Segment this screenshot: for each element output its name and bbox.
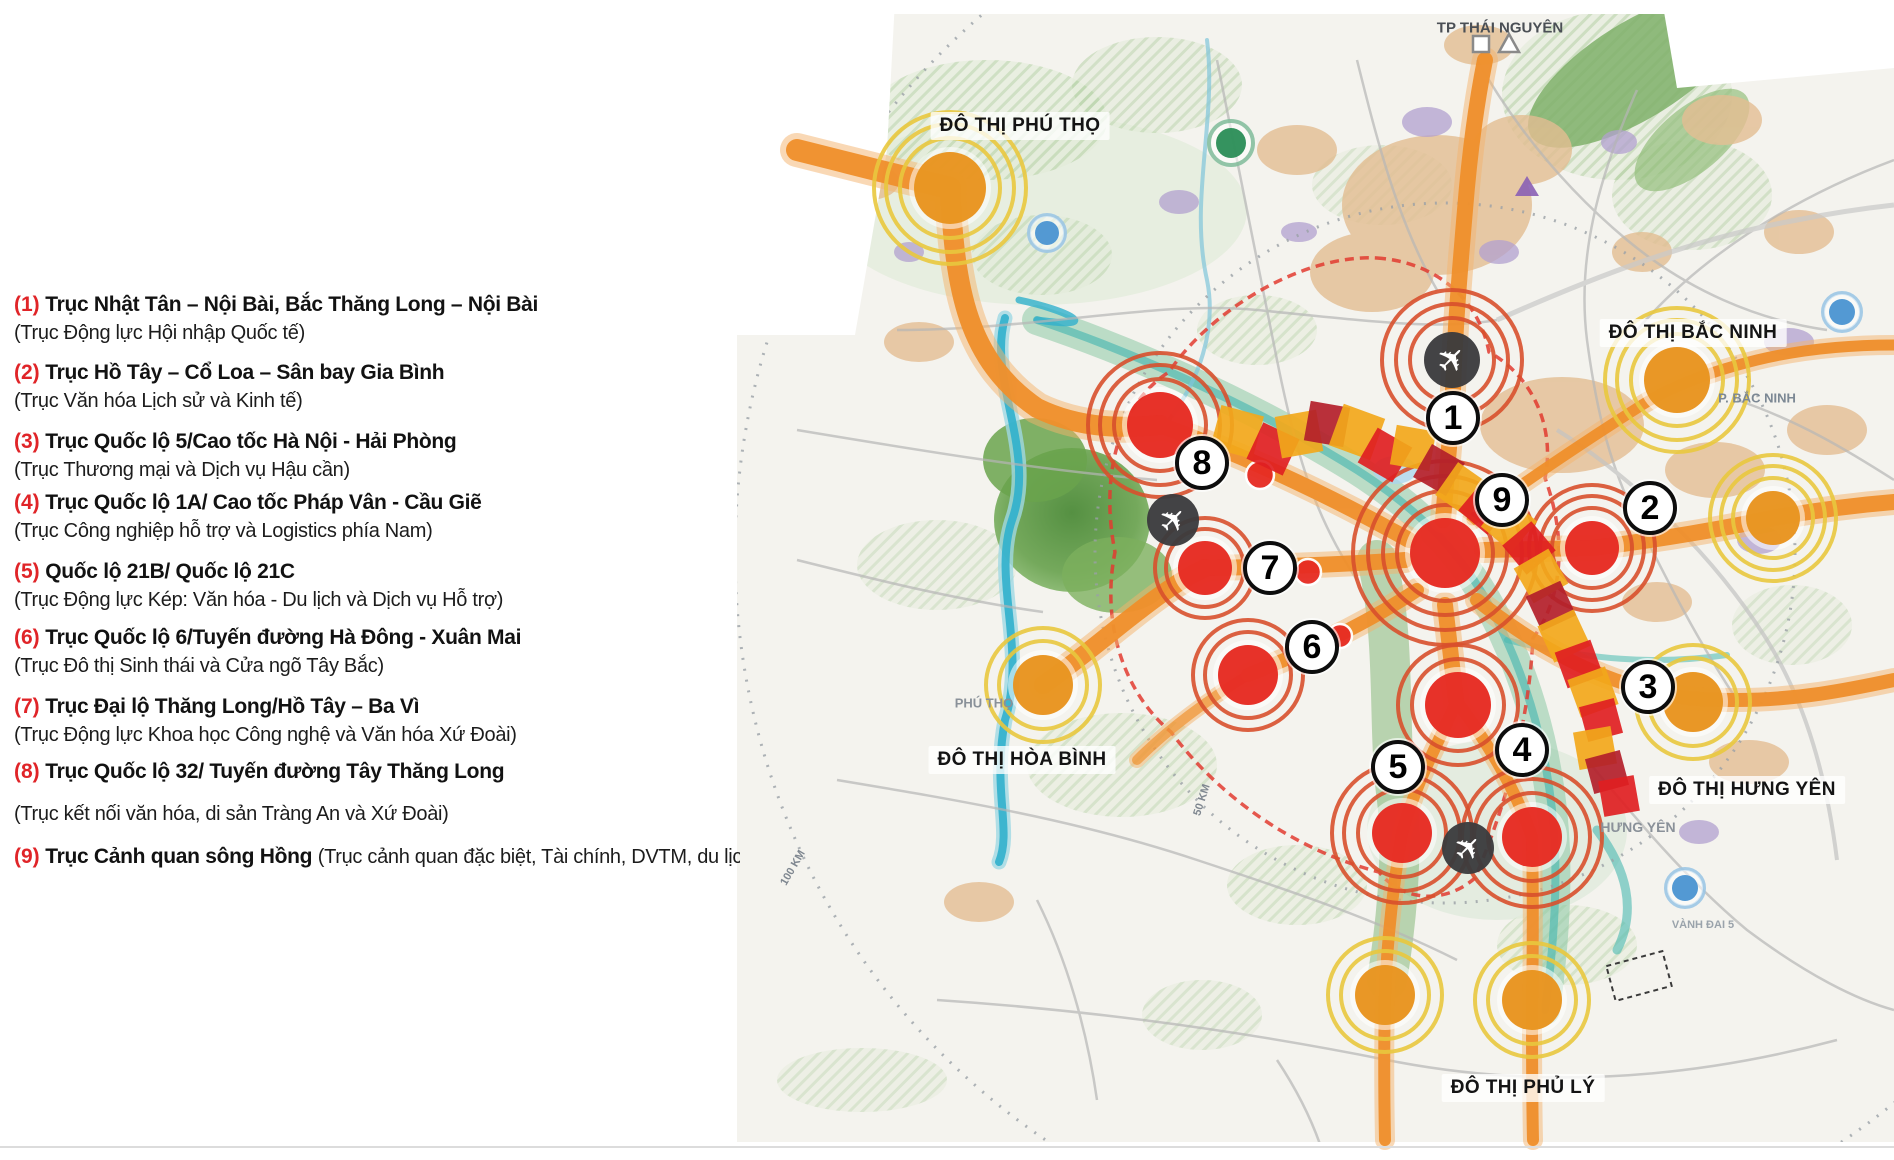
- legend-item-number: (7): [14, 695, 40, 718]
- blue-node: [1664, 867, 1706, 909]
- legend-item-subtitle: (Trục Động lực Kép: Văn hóa - Du lịch và…: [14, 589, 504, 611]
- bottom-rule: [0, 1146, 1894, 1148]
- legend-item-2: (2) Trục Hồ Tây – Cổ Loa – Sân bay Gia B…: [14, 359, 445, 414]
- legend-item-title: Trục Đại lộ Thăng Long/Hồ Tây – Ba Vì: [39, 695, 420, 718]
- legend-item-subtitle: (Trục Động lực Khoa học Công nghệ và Văn…: [14, 724, 517, 746]
- map-canvas: ✈✈✈: [737, 0, 1894, 1160]
- legend-item-1: (1) Trục Nhật Tân – Nội Bài, Bắc Thăng L…: [14, 291, 538, 346]
- orange-node: [1473, 941, 1591, 1059]
- legend-item-number: (3): [14, 430, 40, 453]
- legend-item-title: Trục Quốc lộ 6/Tuyến đường Hà Đông - Xuâ…: [39, 626, 522, 649]
- legend-item-number: (9): [14, 845, 40, 868]
- rivers: [991, 38, 1730, 955]
- legend-item-number: (8): [14, 760, 40, 783]
- legend-item-subtitle: (Trục kết nối văn hóa, di sản Tràng An v…: [14, 803, 449, 825]
- legend-item-title: Trục Quốc lộ 5/Cao tốc Hà Nội - Hải Phòn…: [39, 430, 457, 453]
- orange-node: [1634, 643, 1752, 761]
- legend-item-title: Trục Hồ Tây – Cổ Loa – Sân bay Gia Bình: [39, 361, 445, 384]
- legend-item-title: Trục Nhật Tân – Nội Bài, Bắc Thăng Long …: [39, 293, 539, 316]
- green-node: [1207, 119, 1255, 167]
- legend-item-subtitle: (Trục Động lực Hội nhập Quốc tế): [14, 322, 305, 344]
- legend-item-9: (9) Trục Cảnh quan sông Hồng (Trục cảnh …: [14, 843, 740, 872]
- legend-item-number: (2): [14, 361, 40, 384]
- map-icons: [1471, 31, 1673, 1003]
- legend-item-title: Quốc lộ 21B/ Quốc lộ 21C: [39, 560, 295, 583]
- dot-node: [1244, 459, 1276, 491]
- dot-node: [1293, 557, 1323, 587]
- red-node: [1396, 643, 1520, 767]
- legend-item-7: (7) Trục Đại lộ Thăng Long/Hồ Tây – Ba V…: [14, 693, 517, 748]
- legend-item-5: (5) Quốc lộ 21B/ Quốc lộ 21C (Trục Động …: [14, 558, 503, 613]
- legend-item-subtitle: (Trục Công nghiệp hỗ trợ và Logistics ph…: [14, 520, 433, 542]
- blue-node: [1027, 213, 1067, 253]
- orange-node: [984, 626, 1102, 744]
- legend-item-subtitle: (Trục Thương mại và Dịch vụ Hậu cần): [14, 459, 350, 481]
- legend-item-number: (5): [14, 560, 40, 583]
- urban-patches: [839, 25, 1867, 922]
- legend-item-title: Trục Quốc lộ 32/ Tuyến đường Tây Thăng L…: [39, 760, 505, 783]
- legend-item-subtitle: (Trục cảnh quan đặc biệt, Tài chính, DVT…: [317, 846, 740, 868]
- dot-node: [1326, 622, 1354, 650]
- plane-node: ✈: [1442, 822, 1494, 874]
- legend-item-3: (3) Trục Quốc lộ 5/Cao tốc Hà Nội - Hải …: [14, 428, 457, 483]
- orange-node: [1326, 936, 1444, 1054]
- legend: (1) Trục Nhật Tân – Nội Bài, Bắc Thăng L…: [0, 0, 740, 1160]
- legend-item-number: (6): [14, 626, 40, 649]
- plane-node: ✈: [1147, 494, 1199, 546]
- legend-item-4: (4) Trục Quốc lộ 1A/ Cao tốc Pháp Vân - …: [14, 489, 482, 544]
- legend-item-title: Trục Cảnh quan sông Hồng: [39, 845, 318, 868]
- orange-node: [1708, 453, 1838, 583]
- legend-item-8: (8) Trục Quốc lộ 32/ Tuyến đường Tây Thă…: [14, 758, 505, 827]
- legend-item-number: (4): [14, 491, 40, 514]
- legend-item-title: Trục Quốc lộ 1A/ Cao tốc Pháp Vân - Cầu …: [39, 491, 482, 514]
- blue-node: [1821, 291, 1863, 333]
- legend-item-number: (1): [14, 293, 40, 316]
- legend-item-6: (6) Trục Quốc lộ 6/Tuyến đường Hà Đông -…: [14, 624, 521, 679]
- red-node: [1191, 618, 1305, 732]
- legend-item-subtitle: (Trục Đô thị Sinh thái và Cửa ngõ Tây Bắ…: [14, 655, 384, 677]
- legend-item-subtitle: (Trục Văn hóa Lịch sử và Kinh tế): [14, 390, 303, 412]
